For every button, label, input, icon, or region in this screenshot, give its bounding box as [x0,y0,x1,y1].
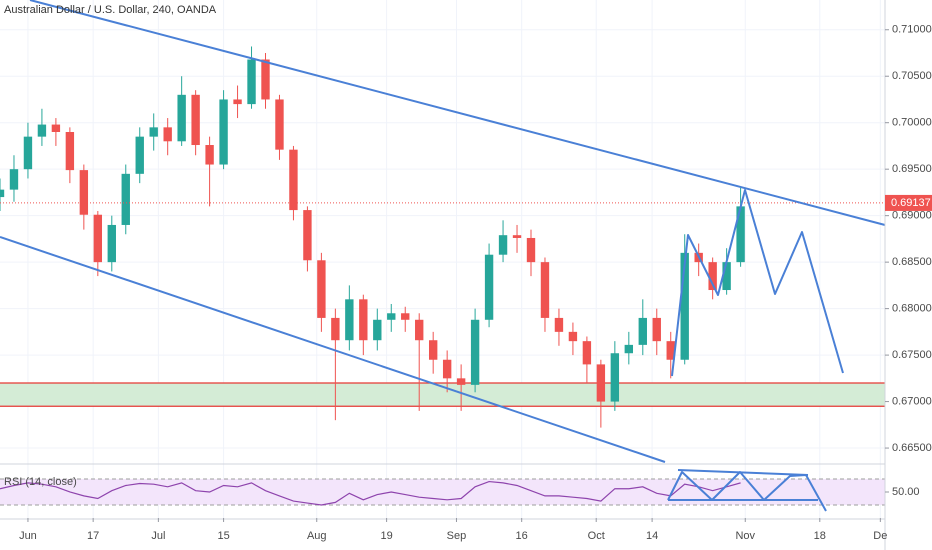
candle-body [401,313,410,320]
candle-body [624,344,634,354]
x-tick-label: 17 [87,530,99,542]
y-tick-label: 0.70000 [892,117,932,129]
candle-body [652,317,661,342]
x-tick-label: Sep [447,530,467,542]
candle-body [456,378,466,385]
candle-body [722,262,731,291]
candle-body [442,359,452,379]
candle-body [470,319,480,385]
candle-body [512,235,522,238]
x-tick-label: 16 [516,530,528,542]
chart-title: Australian Dollar / U.S. Dollar, 240, OA… [4,4,217,16]
projection [671,189,844,377]
candle-body [23,136,33,170]
candle-body [596,364,606,402]
grid [0,0,885,518]
x-tick-label: Oct [588,530,605,542]
candle-body [582,341,592,365]
candle-body [387,313,396,320]
rsi-band [0,478,885,505]
candle-body [247,59,256,105]
candle-body [233,99,242,105]
x-tick-label: Jul [151,530,165,542]
candle-body [303,210,312,261]
candle-body [680,252,689,360]
candle-body [51,124,61,132]
lower-trendline [0,236,666,463]
candle-body [275,99,284,150]
x-tick-label: Jun [19,530,37,542]
candle-body [121,173,130,225]
candle-body [415,319,424,341]
candle-body [568,331,578,342]
last-price-box [885,194,932,211]
candle-body [37,124,47,137]
candle-body [526,237,536,263]
zone [0,382,885,407]
x-tick-label: Nov [735,530,755,542]
candle-body [149,127,158,137]
y-tick-label: 0.68500 [892,256,932,268]
candle-body [345,299,354,341]
candle-body [736,206,745,263]
candle-body [554,317,564,332]
x-tick-label: De [873,530,887,542]
candle-body [666,341,675,360]
y-tick-label: 0.67500 [892,349,932,361]
x-tick-label: Aug [307,530,327,542]
rsi-line [0,480,741,506]
candle-body [205,145,214,165]
candle-body [177,94,186,142]
y-tick-label: 0.68000 [892,303,932,315]
rsi-tick-label: 50.00 [892,486,920,498]
last-price-label: 0.69137 [891,197,931,209]
x-tick-label: 14 [646,530,658,542]
candle-body [484,254,494,320]
y-tick-label: 0.69500 [892,163,932,175]
candle-body [289,149,298,211]
candle-body [317,260,326,318]
x-tick-label: 15 [217,530,229,542]
x-tick-label: 18 [814,530,826,542]
candle-body [331,317,340,341]
candle-body [191,94,200,146]
rsi-label: RSI (14, close) [4,476,77,488]
support-zone [0,382,885,407]
candle-body [163,127,172,142]
candle-body [219,99,228,165]
y-tick-label: 0.66500 [892,442,932,454]
candle-body [498,235,508,255]
candle-body [359,299,368,341]
y-tick-label: 0.70500 [892,70,932,82]
candle-body [373,319,382,341]
candle-body [107,224,116,263]
candle-body [93,214,103,263]
x-tick-label: 19 [380,530,392,542]
candle-body [638,317,647,345]
candle-body [610,353,620,402]
axes: 0.66500 0.67000 0.67500 0.68000 0.68500 0.690… [19,24,932,542]
y-tick-label: 0.71000 [892,24,932,36]
candles [0,46,885,428]
candle-body [135,136,144,174]
candle-body [261,59,270,100]
rsi-upper-line [677,469,809,476]
candle-body [0,189,5,198]
candle-body [428,340,438,360]
candle-body [65,132,75,171]
upper-trendline [29,0,886,226]
candle-body [9,169,19,190]
y-tick-label: 0.69000 [892,210,932,222]
candle-body [708,262,717,291]
candle-body [79,170,89,215]
candle-body [540,262,550,318]
y-tick-label: 0.67000 [892,395,932,407]
